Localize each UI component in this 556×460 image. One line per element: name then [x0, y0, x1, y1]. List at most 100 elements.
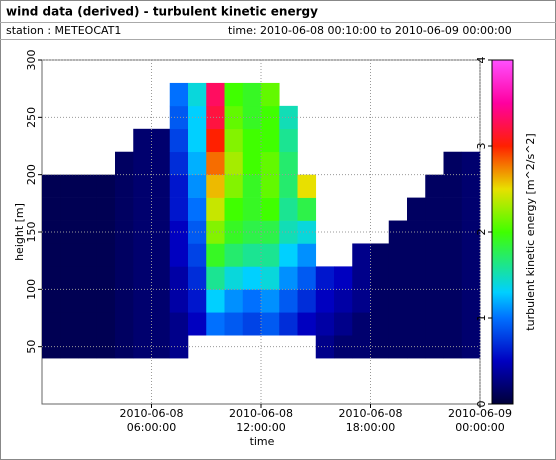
heat-cell	[60, 312, 79, 336]
heat-cell	[151, 151, 171, 175]
heat-cell	[261, 128, 280, 153]
heat-cell	[115, 312, 134, 336]
heat-cell	[261, 289, 280, 313]
heat-cell	[370, 335, 390, 359]
heat-cell	[133, 243, 152, 267]
x-axis-label: time	[250, 435, 275, 448]
heat-cell	[96, 335, 116, 359]
colorbar-tick-label: 2	[475, 229, 488, 236]
heat-cell	[188, 128, 207, 153]
heat-cell	[60, 197, 79, 221]
heat-cell	[224, 82, 244, 107]
heat-cell	[242, 82, 262, 107]
heat-cell	[206, 197, 225, 221]
heat-cell	[206, 174, 225, 198]
heat-cell	[334, 266, 353, 290]
heat-cell	[96, 312, 116, 336]
heat-cell	[407, 289, 426, 313]
heat-cell	[370, 266, 390, 290]
heat-cell	[242, 128, 262, 153]
heat-cell	[443, 266, 463, 290]
heat-cell	[242, 197, 262, 221]
heat-cell	[169, 151, 189, 175]
heat-cell	[242, 174, 262, 198]
heat-cell	[188, 174, 207, 198]
heat-cell	[206, 220, 225, 244]
heat-cell	[188, 82, 207, 107]
heat-cell	[60, 289, 79, 313]
heat-cell	[425, 335, 444, 359]
x-tick-label: 2010-06-08 18:00:00	[338, 407, 403, 434]
heat-cell	[188, 266, 207, 290]
heat-cell	[461, 289, 481, 313]
heat-cell	[133, 266, 152, 290]
heat-cell	[425, 312, 444, 336]
heat-cell	[334, 289, 353, 313]
heat-cell	[188, 289, 207, 313]
heat-cell	[133, 197, 152, 221]
heat-cell	[169, 312, 189, 336]
heat-cell	[96, 197, 116, 221]
colorbar	[491, 59, 514, 405]
heat-cell	[206, 266, 225, 290]
y-axis-label: height [m]	[13, 203, 26, 261]
heat-cell	[443, 197, 463, 221]
heat-cell	[96, 289, 116, 313]
heat-cell	[206, 243, 225, 267]
heat-cell	[315, 312, 335, 336]
heat-cell	[224, 243, 244, 267]
heat-cell	[443, 220, 463, 244]
heat-cell	[315, 335, 335, 359]
heat-cell	[133, 128, 152, 153]
heat-cell	[297, 289, 317, 313]
heat-cell	[115, 174, 134, 198]
heat-cell	[151, 220, 171, 244]
heat-cell	[206, 312, 225, 336]
heat-cell	[334, 335, 353, 359]
heat-cell	[169, 128, 189, 153]
heat-cell	[224, 220, 244, 244]
heat-cell	[352, 289, 371, 313]
heat-cell	[242, 151, 262, 175]
heat-cell	[297, 312, 317, 336]
heat-cell	[42, 197, 61, 221]
heat-cell	[169, 266, 189, 290]
heat-cell	[188, 220, 207, 244]
heat-cell	[42, 174, 61, 198]
heat-cell	[151, 174, 171, 198]
heat-cell	[206, 289, 225, 313]
heat-cell	[461, 266, 481, 290]
heat-cell	[133, 220, 152, 244]
heat-cell	[169, 335, 189, 359]
heat-cell	[115, 151, 134, 175]
heat-cell	[261, 151, 280, 175]
heat-cell	[133, 174, 152, 198]
heat-cell	[224, 105, 244, 130]
heat-cell	[96, 220, 116, 244]
heat-cell	[315, 266, 335, 290]
heat-cell	[78, 243, 98, 267]
heat-cell	[334, 312, 353, 336]
heat-cell	[169, 289, 189, 313]
y-tick-label: 50	[25, 340, 38, 354]
heat-cell	[297, 266, 317, 290]
chart-title: wind data (derived) - turbulent kinetic …	[6, 5, 318, 19]
y-tick-label: 300	[25, 50, 38, 71]
heat-cell	[461, 174, 481, 198]
heat-cell	[407, 220, 426, 244]
heat-cell	[224, 174, 244, 198]
heat-cell	[224, 266, 244, 290]
heat-cell	[151, 128, 171, 153]
heat-cell	[133, 289, 152, 313]
heat-cell	[407, 266, 426, 290]
heat-cell	[242, 243, 262, 267]
heat-cell	[261, 312, 280, 336]
heat-cell	[279, 151, 298, 175]
heat-cell	[261, 174, 280, 198]
heat-cell	[370, 312, 390, 336]
y-tick-label: 100	[25, 279, 38, 300]
colorbar-tick-label: 1	[475, 315, 488, 322]
y-tick-label: 200	[25, 164, 38, 185]
heat-cell	[78, 174, 98, 198]
